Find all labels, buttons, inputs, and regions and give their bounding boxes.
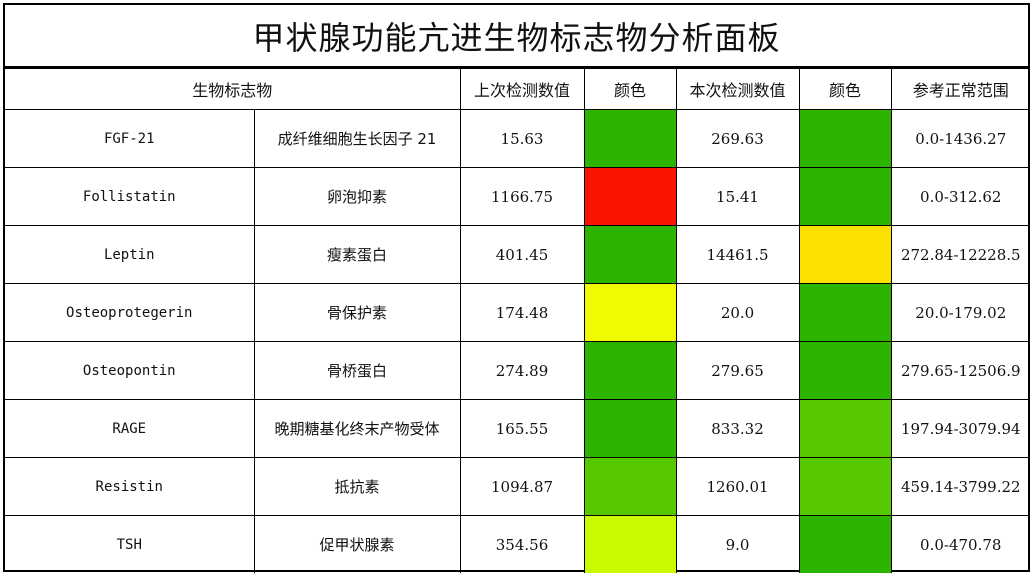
header-curr-value: 本次检测数值: [675, 68, 800, 110]
curr-color-swatch: [798, 399, 892, 458]
curr-color-swatch: [798, 109, 892, 168]
curr-color-swatch: [798, 515, 892, 573]
table-row: Osteoprotegerin 骨保护素 174.48 20.0 20.0-179.02: [5, 283, 1031, 342]
table-row: TSH 促甲状腺素 354.56 9.0 0.0-470.78: [5, 515, 1031, 573]
biomarker-name-en: TSH: [5, 515, 255, 573]
curr-value-cell: 1260.01: [675, 457, 800, 516]
prev-value-cell: 274.89: [459, 341, 585, 400]
table-row: Follistatin 卵泡抑素 1166.75 15.41 0.0-312.62: [5, 167, 1031, 226]
curr-color-swatch: [798, 167, 892, 226]
biomarker-name-en: FGF-21: [5, 109, 255, 168]
ref-range-cell: 20.0-179.02: [890, 283, 1031, 342]
ref-range-cell: 197.94-3079.94: [890, 399, 1031, 458]
biomarker-name-en: Osteopontin: [5, 341, 255, 400]
prev-color-swatch: [583, 167, 677, 226]
ref-range-cell: 0.0-1436.27: [890, 109, 1031, 168]
table-header-row: 生物标志物 上次检测数值 颜色 本次检测数值 颜色 参考正常范围: [5, 68, 1031, 110]
prev-value-cell: 1094.87: [459, 457, 585, 516]
prev-color-swatch: [583, 457, 677, 516]
prev-value-cell: 15.63: [459, 109, 585, 168]
curr-value-cell: 269.63: [675, 109, 800, 168]
prev-color-swatch: [583, 109, 677, 168]
curr-value-cell: 14461.5: [675, 225, 800, 284]
biomarker-name-cn: 抵抗素: [253, 457, 461, 516]
table-row: Osteopontin 骨桥蛋白 274.89 279.65 279.65-12506.…: [5, 341, 1031, 400]
ref-range-cell: 272.84-12228.5: [890, 225, 1031, 284]
table-row: Leptin 瘦素蛋白 401.45 14461.5 272.84-12228.5: [5, 225, 1031, 284]
curr-color-swatch: [798, 283, 892, 342]
header-biomarker: 生物标志物: [5, 68, 461, 110]
panel-title: 甲状腺功能亢进生物标志物分析面板: [5, 5, 1028, 68]
prev-value-cell: 1166.75: [459, 167, 585, 226]
prev-value-cell: 354.56: [459, 515, 585, 573]
curr-color-swatch: [798, 341, 892, 400]
ref-range-cell: 459.14-3799.22: [890, 457, 1031, 516]
curr-value-cell: 279.65: [675, 341, 800, 400]
table-row: Resistin 抵抗素 1094.87 1260.01 459.14-3799.22: [5, 457, 1031, 516]
biomarker-name-cn: 骨桥蛋白: [253, 341, 461, 400]
table-row: RAGE 晚期糖基化终末产物受体 165.55 833.32 197.94-3079.9…: [5, 399, 1031, 458]
biomarker-name-cn: 成纤维细胞生长因子 21: [253, 109, 461, 168]
curr-color-swatch: [798, 457, 892, 516]
biomarker-name-cn: 瘦素蛋白: [253, 225, 461, 284]
biomarker-panel: 甲状腺功能亢进生物标志物分析面板 生物标志物 上次检测数值 颜色 本次检测数值 …: [3, 3, 1031, 573]
ref-range-cell: 279.65-12506.9: [890, 341, 1031, 400]
biomarker-name-cn: 促甲状腺素: [253, 515, 461, 573]
prev-color-swatch: [583, 341, 677, 400]
prev-value-cell: 165.55: [459, 399, 585, 458]
prev-value-cell: 401.45: [459, 225, 585, 284]
curr-value-cell: 20.0: [675, 283, 800, 342]
curr-value-cell: 15.41: [675, 167, 800, 226]
biomarker-name-cn: 骨保护素: [253, 283, 461, 342]
ref-range-cell: 0.0-470.78: [890, 515, 1031, 573]
prev-color-swatch: [583, 283, 677, 342]
biomarker-name-en: Leptin: [5, 225, 255, 284]
table-row: FGF-21 成纤维细胞生长因子 21 15.63 269.63 0.0-1436.27: [5, 109, 1031, 168]
header-curr-color: 颜色: [798, 68, 892, 110]
ref-range-cell: 0.0-312.62: [890, 167, 1031, 226]
curr-color-swatch: [798, 225, 892, 284]
biomarker-name-en: RAGE: [5, 399, 255, 458]
biomarker-name-en: Resistin: [5, 457, 255, 516]
biomarker-name-en: Osteoprotegerin: [5, 283, 255, 342]
header-prev-value: 上次检测数值: [459, 68, 585, 110]
prev-value-cell: 174.48: [459, 283, 585, 342]
header-prev-color: 颜色: [583, 68, 677, 110]
prev-color-swatch: [583, 515, 677, 573]
biomarker-table: 生物标志物 上次检测数值 颜色 本次检测数值 颜色 参考正常范围 FGF-21 成…: [5, 68, 1031, 573]
biomarker-name-en: Follistatin: [5, 167, 255, 226]
prev-color-swatch: [583, 399, 677, 458]
biomarker-name-cn: 晚期糖基化终末产物受体: [253, 399, 461, 458]
curr-value-cell: 9.0: [675, 515, 800, 573]
curr-value-cell: 833.32: [675, 399, 800, 458]
header-ref-range: 参考正常范围: [890, 68, 1031, 110]
biomarker-name-cn: 卵泡抑素: [253, 167, 461, 226]
prev-color-swatch: [583, 225, 677, 284]
